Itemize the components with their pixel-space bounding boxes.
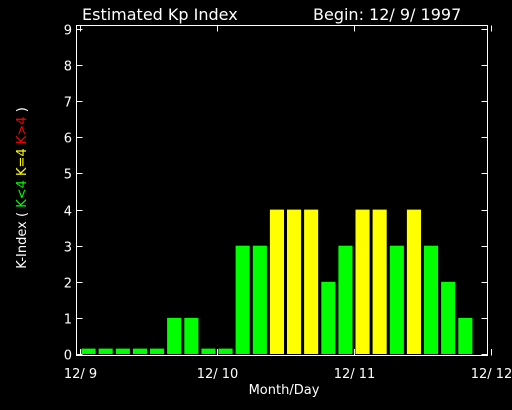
chart-title: Estimated Kp Index (82, 5, 238, 24)
y-tick-label: 0 (64, 349, 72, 364)
x-tick-label: 12/ 12 (471, 367, 512, 382)
kp-bar (184, 317, 199, 354)
kp-bar (150, 348, 165, 354)
y-tick-label: 8 (64, 60, 72, 75)
kp-bar (235, 245, 250, 354)
kp-bar (424, 245, 439, 354)
kp-bar (115, 348, 130, 354)
x-axis-label: Month/Day (249, 383, 320, 398)
y-label-gt: K>4 (15, 116, 30, 144)
kp-bar (269, 209, 284, 354)
kp-bar (406, 209, 421, 354)
x-tick-label: 12/ 11 (334, 367, 376, 382)
kp-bar (287, 209, 302, 354)
kp-bar (389, 245, 404, 354)
y-tick-label: 9 (64, 24, 72, 39)
y-tick-label: 6 (64, 132, 72, 147)
begin-date: Begin: 12/ 9/ 1997 (313, 5, 461, 24)
kp-bar (441, 281, 456, 354)
kp-bar (167, 317, 182, 354)
kp-bar (458, 317, 473, 354)
kp-bar (218, 348, 233, 354)
y-tick-label: 1 (64, 313, 72, 328)
y-label-close: ) (15, 107, 30, 112)
y-axis-ticks: 0 1 2 3 4 5 6 7 8 9 (64, 24, 488, 364)
kp-bar (98, 348, 113, 354)
y-label-open: ( (15, 212, 30, 217)
kp-bar (252, 245, 267, 354)
kp-bar (132, 348, 147, 354)
y-tick-label: 2 (64, 277, 72, 292)
x-tick-label: 12/ 9 (64, 367, 97, 382)
kp-bar (338, 245, 353, 354)
y-tick-label: 7 (64, 96, 72, 111)
kp-bar (304, 209, 319, 354)
y-tick-label: 5 (64, 168, 72, 183)
y-tick-label: 4 (64, 205, 72, 220)
kp-bar (355, 209, 370, 354)
y-axis-label: K-Index ( K<4 K=4 K>4 ) (15, 107, 30, 269)
y-label-eq: K=4 (15, 148, 30, 176)
y-label-prefix: K-Index (15, 221, 30, 269)
plot-frame (76, 25, 488, 356)
kp-bar (321, 281, 336, 354)
x-tick-label: 12/ 10 (197, 367, 239, 382)
kp-bar (201, 348, 216, 354)
kp-bar (81, 348, 96, 354)
y-label-lt: K<4 (15, 180, 30, 208)
bars-group (81, 209, 473, 354)
y-tick-label: 3 (64, 241, 72, 256)
kp-bar (372, 209, 387, 354)
x-axis-ticks: 12/ 9 12/ 10 12/ 11 12/ 12 (64, 25, 512, 382)
